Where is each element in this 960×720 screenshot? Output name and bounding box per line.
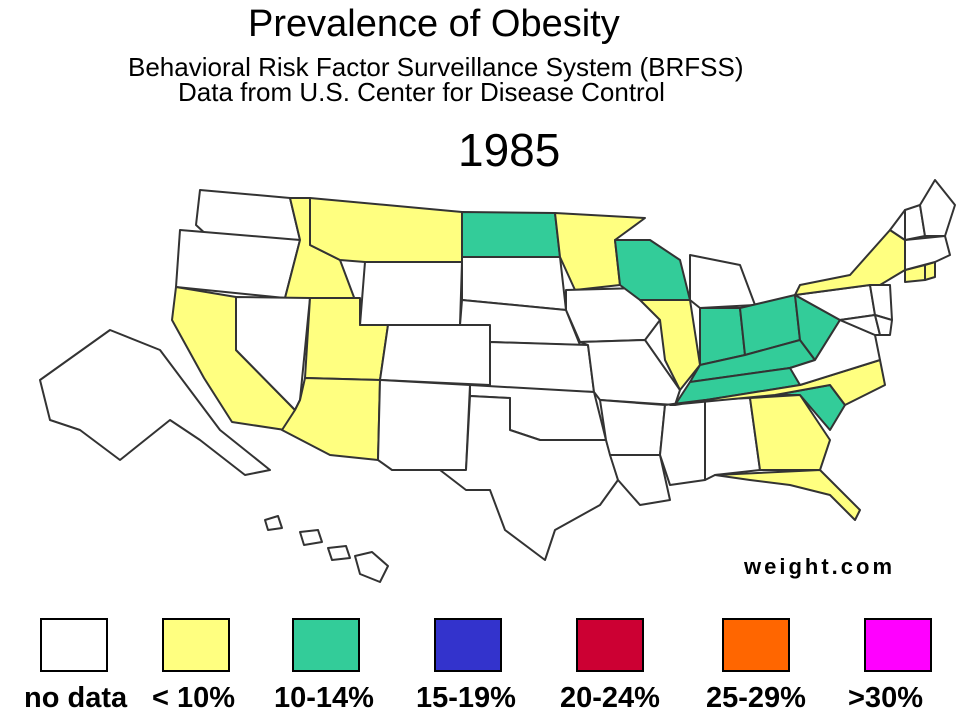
legend-item-20-24: 20-24% [560, 614, 710, 720]
state-wy [359, 261, 463, 326]
state-hi [264, 515, 389, 583]
legend-item-lt10: < 10% [148, 614, 298, 720]
legend-swatch-25-29 [722, 618, 790, 672]
state-tx [439, 395, 619, 561]
state-ar [599, 399, 666, 456]
legend-item-gt30: >30% [846, 614, 960, 720]
legend-swatch-20-24 [576, 618, 644, 672]
map-title: Prevalence of Obesity [248, 3, 620, 45]
state-or [175, 229, 301, 299]
state-nd [461, 211, 561, 258]
state-co [379, 324, 491, 386]
state-me [919, 179, 956, 237]
legend-item-no-data: no data [24, 614, 174, 720]
legend-item-15-19: 15-19% [416, 614, 566, 720]
legend-label-20-24: 20-24% [560, 682, 660, 714]
legend-swatch-lt10 [162, 618, 230, 672]
state-ak [39, 329, 271, 476]
state-ks [489, 341, 595, 393]
state-ma [904, 235, 951, 271]
legend-label-10-14: 10-14% [274, 682, 374, 714]
state-de [874, 314, 893, 336]
state-nm [377, 379, 471, 471]
legend-label-no-data: no data [24, 682, 128, 714]
legend-item-10-14: 10-14% [274, 614, 424, 720]
legend-swatch-10-14 [292, 618, 360, 672]
state-fl [714, 469, 861, 521]
legend-label-25-29: 25-29% [706, 682, 806, 714]
legend-item-25-29: 25-29% [706, 614, 856, 720]
map-subtitle-line1: Behavioral Risk Factor Surveillance Syst… [128, 52, 744, 82]
state-nc [669, 359, 886, 406]
legend-swatch-gt30 [864, 618, 932, 672]
legend-label-lt10: < 10% [152, 682, 236, 714]
map-year: 1985 [458, 124, 561, 176]
us-map [39, 179, 956, 583]
state-la [609, 454, 671, 506]
legend-swatch-15-19 [434, 618, 502, 672]
state-mt [309, 197, 463, 263]
state-mi [689, 254, 756, 309]
legend-label-15-19: 15-19% [416, 682, 516, 714]
legend-label-gt30: >30% [848, 682, 923, 714]
legend-swatch-no-data [40, 618, 108, 672]
source-credit: weight.com [744, 554, 896, 579]
state-ms [659, 399, 706, 486]
map-subtitle-line2: Data from U.S. Center for Disease Contro… [178, 77, 665, 107]
